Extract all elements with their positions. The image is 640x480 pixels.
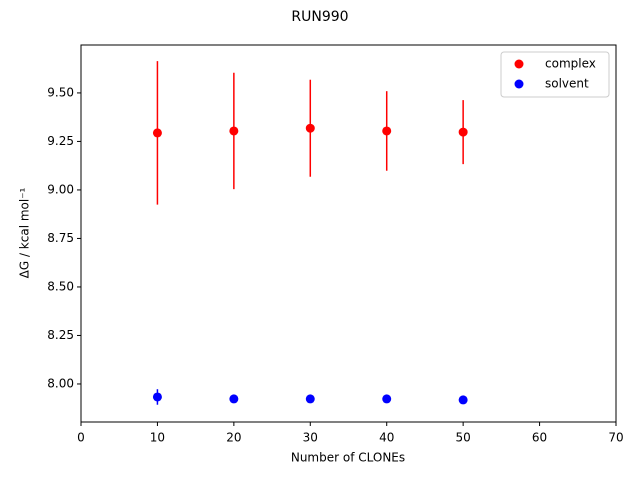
point bbox=[305, 123, 315, 133]
x-tick-label: 60 bbox=[532, 431, 547, 445]
y-tick-label: 9.50 bbox=[47, 85, 74, 99]
point bbox=[382, 394, 392, 404]
point bbox=[305, 394, 315, 404]
point bbox=[458, 395, 468, 405]
chart-title: RUN990 bbox=[291, 9, 348, 25]
y-axis-label: ΔG / kcal mol⁻¹ bbox=[18, 187, 32, 278]
point bbox=[152, 128, 162, 138]
y-tick-label: 9.00 bbox=[47, 182, 74, 196]
x-tick-label: 30 bbox=[303, 431, 318, 445]
x-tick-label: 0 bbox=[77, 431, 85, 445]
point bbox=[229, 394, 239, 404]
legend-marker bbox=[514, 79, 524, 89]
legend-marker bbox=[514, 59, 524, 69]
x-tick-label: 10 bbox=[150, 431, 165, 445]
legend-label: solvent bbox=[545, 77, 589, 91]
plot-frame bbox=[80, 44, 617, 423]
point bbox=[382, 126, 392, 136]
y-tick-label: 8.50 bbox=[47, 279, 74, 293]
point bbox=[229, 126, 239, 136]
point bbox=[458, 127, 468, 137]
x-tick-label: 50 bbox=[456, 431, 471, 445]
y-tick-label: 8.75 bbox=[47, 231, 74, 245]
x-axis-label: Number of CLONEs bbox=[291, 451, 405, 465]
point bbox=[152, 392, 162, 402]
x-tick-label: 20 bbox=[226, 431, 241, 445]
x-tick-label: 40 bbox=[379, 431, 394, 445]
legend-label: complex bbox=[545, 57, 596, 71]
y-tick-label: 9.25 bbox=[47, 134, 74, 148]
y-tick-label: 8.25 bbox=[47, 328, 74, 342]
y-tick-label: 8.00 bbox=[47, 376, 74, 390]
legend-box bbox=[500, 51, 610, 98]
x-tick-label: 70 bbox=[608, 431, 623, 445]
